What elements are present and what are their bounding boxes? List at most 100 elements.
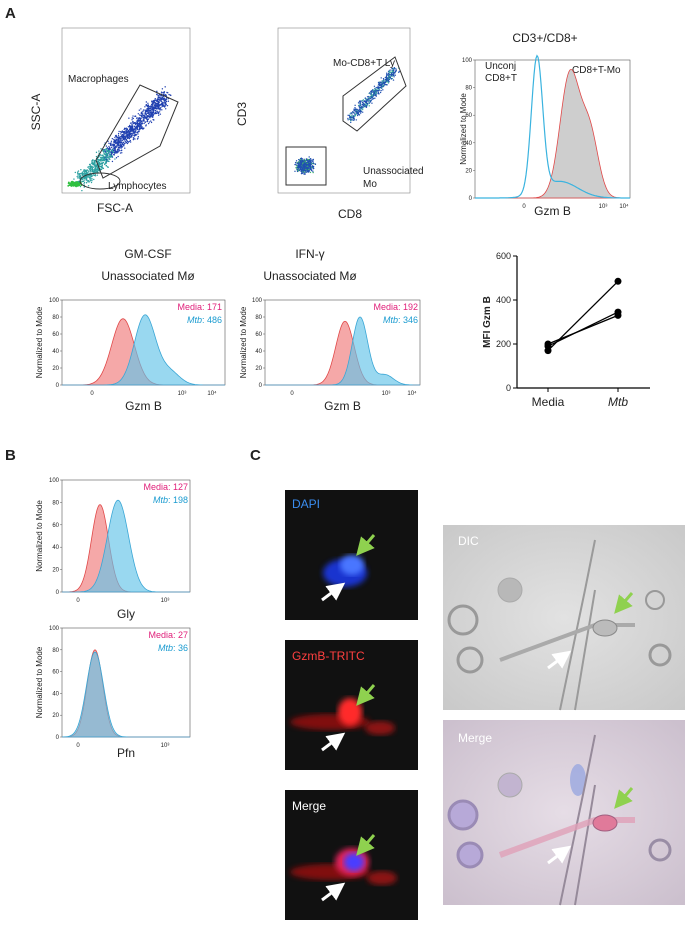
- dot: [306, 170, 309, 172]
- dot: [361, 99, 364, 102]
- dot: [161, 88, 164, 90]
- dot: [109, 156, 111, 158]
- dot: [131, 125, 134, 127]
- dot: [145, 116, 148, 119]
- dot: [77, 177, 79, 179]
- y-tick-label: 40: [52, 349, 59, 355]
- dot: [133, 128, 135, 130]
- dot: [312, 171, 314, 174]
- legend-label: Mtb: [383, 315, 398, 325]
- dot: [165, 103, 167, 106]
- panel-label: B: [5, 447, 16, 464]
- dot: [365, 106, 368, 108]
- dot: [295, 160, 298, 162]
- dot: [113, 144, 116, 146]
- dot: [295, 163, 297, 165]
- dot: [145, 125, 147, 127]
- dot: [112, 148, 114, 151]
- dot: [110, 148, 112, 150]
- dot: [390, 74, 393, 76]
- dot: [366, 100, 369, 102]
- dot: [394, 74, 396, 76]
- dot: [77, 174, 79, 176]
- dot: [374, 97, 376, 99]
- plot-frame: [61, 27, 191, 194]
- dot: [121, 139, 123, 142]
- dot: [105, 149, 107, 151]
- legend-entry: Media: 27: [148, 630, 188, 640]
- dot: [156, 90, 158, 93]
- dot: [161, 105, 163, 108]
- dot: [134, 121, 136, 124]
- dot: [393, 76, 395, 78]
- dot: [85, 177, 88, 180]
- dot: [124, 133, 127, 135]
- dot: [88, 176, 91, 179]
- dot: [371, 91, 373, 93]
- dot: [384, 76, 387, 79]
- dot: [351, 116, 353, 119]
- plot-title: GM-CSF: [124, 247, 171, 261]
- dot: [364, 105, 366, 108]
- y-tick-label: 0: [469, 196, 473, 202]
- y-tick-label: 60: [255, 332, 262, 338]
- y-tick-label: 40: [465, 141, 472, 147]
- dot: [125, 139, 127, 141]
- dot: [310, 164, 312, 166]
- dot: [147, 122, 150, 125]
- dot: [138, 109, 141, 111]
- dot: [88, 175, 90, 177]
- dot: [144, 113, 147, 115]
- dot: [367, 100, 370, 102]
- dot: [383, 82, 386, 85]
- dot: [353, 115, 356, 117]
- dot: [148, 109, 150, 111]
- dot: [160, 106, 162, 109]
- dot: [111, 160, 114, 163]
- histogram-media: [265, 320, 420, 386]
- dot: [93, 162, 95, 164]
- dot: [389, 75, 391, 78]
- dot: [121, 130, 124, 132]
- dot: [352, 115, 354, 117]
- dot: [107, 154, 109, 156]
- dot: [136, 128, 139, 130]
- dot: [106, 149, 109, 152]
- dot: [152, 101, 155, 103]
- dot: [310, 169, 313, 171]
- dot: [109, 158, 111, 161]
- dot: [113, 141, 115, 143]
- dot: [386, 74, 388, 76]
- y-tick-label: 100: [462, 58, 473, 64]
- dot: [161, 102, 164, 104]
- dot: [305, 166, 307, 168]
- dot: [115, 157, 118, 159]
- dot: [147, 115, 149, 117]
- dot: [165, 98, 167, 101]
- x-tick-label: Media: [532, 395, 565, 409]
- dot: [382, 78, 385, 80]
- dot: [387, 72, 390, 74]
- dot: [303, 171, 306, 173]
- dot: [116, 152, 118, 154]
- gate: [79, 172, 121, 190]
- dot: [314, 163, 317, 165]
- dot: [83, 181, 86, 184]
- dot: [76, 171, 79, 173]
- dot: [305, 162, 307, 164]
- dot: [114, 146, 117, 149]
- dot: [354, 110, 356, 112]
- dot: [107, 160, 110, 163]
- dot: [395, 68, 397, 70]
- plot-title: CD3+/CD8+: [512, 31, 577, 45]
- x-tick-label: 10³: [161, 743, 170, 749]
- dot: [311, 166, 313, 169]
- dot: [369, 91, 372, 93]
- dot: [102, 154, 104, 156]
- dot: [99, 165, 102, 168]
- dot: [162, 105, 165, 107]
- dot: [84, 176, 87, 179]
- dot: [306, 169, 309, 171]
- axis-label: SSC-A: [29, 94, 43, 131]
